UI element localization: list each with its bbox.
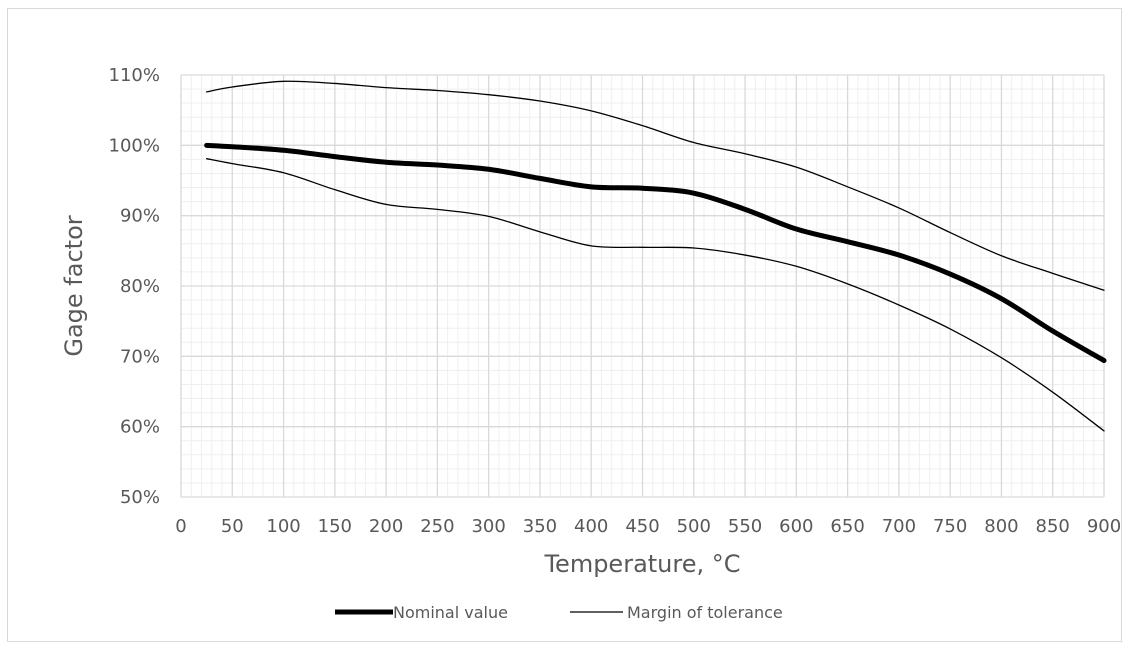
x-tick-label: 0 (175, 516, 186, 537)
x-tick-label: 750 (933, 516, 967, 537)
x-tick-label: 150 (318, 516, 352, 537)
y-axis-title: Gage factor (60, 215, 88, 356)
y-tick-label: 70% (120, 346, 160, 367)
x-tick-label: 500 (677, 516, 711, 537)
x-tick-label: 250 (420, 516, 454, 537)
legend: Nominal value Margin of tolerance (335, 603, 783, 622)
x-tick-label: 900 (1087, 516, 1121, 537)
series-line-upper-tolerance (205, 80, 1105, 291)
x-tick-label: 550 (728, 516, 762, 537)
y-axis-tick-labels: 50% 60% 70% 80% 90% 100% 110% (109, 65, 160, 508)
series-line-nominal-value (204, 142, 1107, 364)
chart-area (7, 8, 1122, 642)
x-tick-label: 350 (523, 516, 557, 537)
y-tick-label: 80% (120, 276, 160, 297)
y-tick-label: 110% (109, 65, 160, 86)
x-tick-label: 50 (221, 516, 244, 537)
x-tick-label: 300 (471, 516, 505, 537)
x-tick-label: 200 (369, 516, 403, 537)
x-tick-label: 800 (984, 516, 1018, 537)
x-tick-label: 400 (574, 516, 608, 537)
y-tick-label: 50% (120, 487, 160, 508)
x-tick-label: 700 (882, 516, 916, 537)
x-tick-label: 450 (625, 516, 659, 537)
y-tick-label: 60% (120, 417, 160, 438)
x-tick-label: 600 (779, 516, 813, 537)
series-line-lower-tolerance (205, 158, 1105, 432)
x-axis-title: Temperature, °C (543, 550, 740, 578)
y-tick-label: 90% (120, 206, 160, 227)
series-layer (204, 80, 1107, 432)
major-grid (180, 74, 1105, 498)
legend-label-nominal-value: Nominal value (393, 603, 508, 622)
x-tick-label: 650 (830, 516, 864, 537)
y-tick-label: 100% (109, 135, 160, 156)
x-tick-label: 100 (266, 516, 300, 537)
x-tick-label: 850 (1036, 516, 1070, 537)
legend-label-margin-of-tolerance: Margin of tolerance (627, 603, 783, 622)
x-axis-tick-labels: 0 50 100 150 200 250 300 350 400 450 500 550 600 650 7… (175, 516, 1121, 537)
